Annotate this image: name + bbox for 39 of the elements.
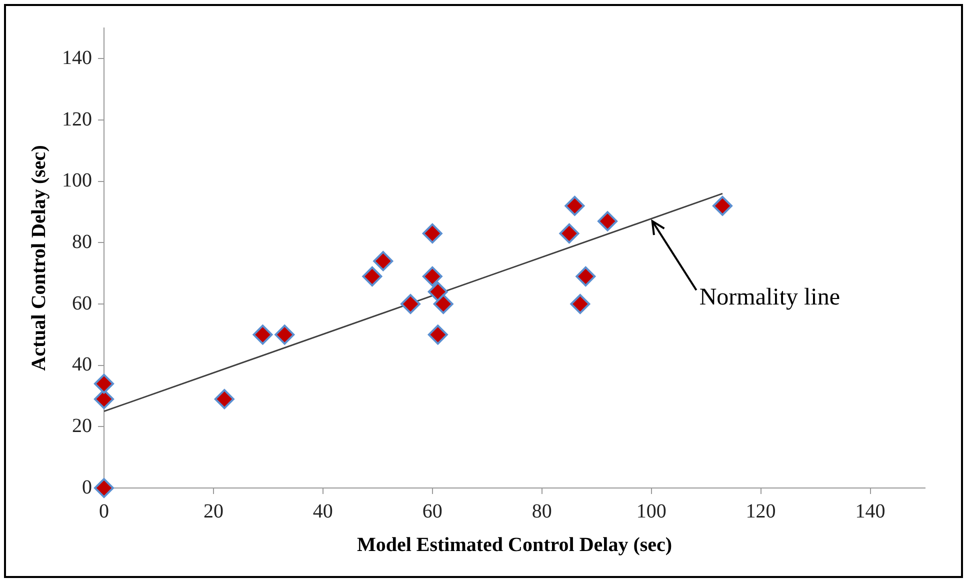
point xyxy=(559,223,580,244)
point xyxy=(428,282,448,302)
y-tick-label: 100 xyxy=(62,170,92,192)
x-tick-label: 40 xyxy=(312,500,333,522)
point xyxy=(433,294,454,314)
annotation: Normality line xyxy=(699,284,840,310)
point xyxy=(252,324,273,345)
point xyxy=(712,196,732,216)
point xyxy=(274,324,295,345)
y-tick-label: 60 xyxy=(72,292,92,314)
y-tick-label: 140 xyxy=(62,46,92,69)
point xyxy=(564,196,585,216)
x-tick-label: 0 xyxy=(99,500,109,522)
x-tick-label: 80 xyxy=(532,500,552,522)
point xyxy=(214,389,234,410)
point xyxy=(570,294,590,314)
x-tick-label: 20 xyxy=(203,500,224,522)
y-tick-label: 80 xyxy=(72,230,92,253)
point xyxy=(362,266,382,286)
x-tick-label: 140 xyxy=(855,500,886,522)
point xyxy=(422,266,442,286)
y-tick-label: 0 xyxy=(82,476,92,498)
y-tick-label: 40 xyxy=(72,354,92,376)
point xyxy=(400,294,421,314)
y-tick-label: 20 xyxy=(72,414,92,437)
point xyxy=(428,324,448,345)
x-tick-label: 120 xyxy=(746,500,776,522)
x-axis-title: Model Estimated Control Delay (sec) xyxy=(356,534,672,556)
point xyxy=(598,211,618,232)
x-tick-label: 100 xyxy=(636,500,666,522)
y-axis-title: Actual Control Delay (sec) xyxy=(28,145,50,371)
point xyxy=(576,266,596,286)
y-tick-label: 120 xyxy=(62,108,92,130)
point xyxy=(422,223,442,244)
x-tick-label: 60 xyxy=(422,500,442,522)
point xyxy=(94,374,114,394)
point xyxy=(94,389,114,410)
point xyxy=(94,478,114,498)
point xyxy=(373,251,394,272)
